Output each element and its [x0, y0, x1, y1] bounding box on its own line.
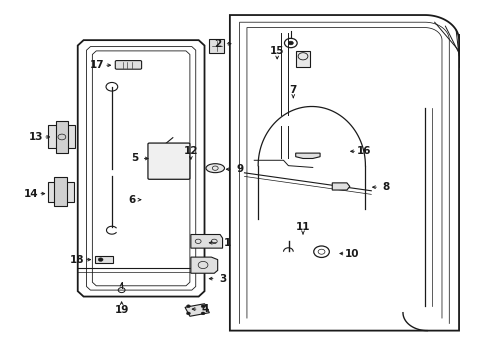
Bar	[95, 256, 113, 263]
Text: 9: 9	[236, 164, 243, 174]
Text: 10: 10	[344, 248, 358, 258]
Text: 7: 7	[289, 85, 296, 95]
Text: 15: 15	[269, 46, 284, 56]
Bar	[56, 121, 68, 153]
Text: 4: 4	[202, 304, 209, 314]
Text: 6: 6	[128, 195, 136, 205]
Bar	[48, 126, 75, 148]
Polygon shape	[184, 304, 209, 316]
Text: 8: 8	[382, 182, 389, 192]
Bar	[54, 177, 66, 206]
Polygon shape	[295, 153, 320, 158]
Text: 19: 19	[114, 305, 128, 315]
Polygon shape	[190, 234, 222, 248]
Text: 11: 11	[295, 222, 309, 231]
Ellipse shape	[205, 164, 224, 173]
Text: 5: 5	[131, 153, 138, 163]
Text: 14: 14	[24, 189, 39, 199]
Text: 13: 13	[29, 132, 43, 142]
Circle shape	[186, 312, 190, 315]
Polygon shape	[331, 183, 349, 190]
Text: 18: 18	[70, 255, 84, 265]
Circle shape	[98, 258, 103, 261]
Text: 12: 12	[183, 146, 198, 156]
Text: 16: 16	[356, 146, 370, 156]
Text: 17: 17	[90, 60, 104, 70]
Polygon shape	[190, 257, 217, 273]
Circle shape	[201, 312, 204, 315]
FancyBboxPatch shape	[115, 60, 142, 69]
Circle shape	[288, 41, 293, 45]
Bar	[209, 40, 224, 53]
Bar	[295, 51, 310, 67]
Text: 1: 1	[224, 238, 231, 248]
Text: 3: 3	[219, 274, 226, 284]
Text: 2: 2	[214, 39, 221, 49]
Circle shape	[186, 305, 190, 308]
Bar	[48, 182, 74, 202]
FancyBboxPatch shape	[148, 143, 189, 179]
Circle shape	[201, 305, 204, 308]
